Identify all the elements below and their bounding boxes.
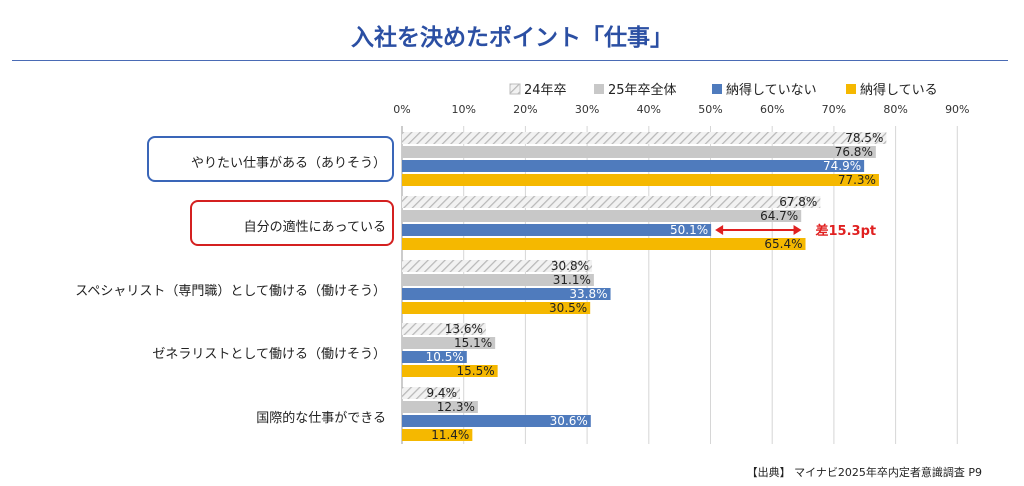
category-label: 自分の適性にあっている bbox=[244, 219, 386, 235]
data-label: 50.1% bbox=[670, 223, 708, 237]
legend-swatch-4 bbox=[846, 84, 856, 94]
bar-2-4 bbox=[402, 337, 496, 349]
legend-swatch-2 bbox=[594, 84, 604, 94]
data-label: 76.8% bbox=[835, 145, 873, 159]
legend-label-3: 納得していない bbox=[726, 82, 817, 98]
data-label: 30.6% bbox=[550, 414, 588, 428]
category-label: ゼネラリストとして働ける（働けそう） bbox=[152, 347, 386, 362]
data-label: 11.4% bbox=[431, 428, 469, 442]
data-label: 77.3% bbox=[838, 173, 876, 187]
x-tick-label: 50% bbox=[698, 103, 722, 116]
bar-3-5 bbox=[402, 415, 591, 427]
category-label: スペシャリスト（専門職）として働ける（働けそう） bbox=[75, 284, 386, 299]
bar-2-5 bbox=[402, 401, 478, 413]
bar-4-5 bbox=[402, 429, 473, 441]
bar-1-1 bbox=[402, 132, 887, 144]
data-label: 15.5% bbox=[457, 364, 495, 378]
category-label: 国際的な仕事ができる bbox=[256, 410, 386, 426]
x-tick-label: 20% bbox=[513, 103, 537, 116]
x-tick-label: 90% bbox=[945, 103, 969, 116]
data-label: 74.9% bbox=[823, 159, 861, 173]
data-label: 10.5% bbox=[426, 350, 464, 364]
gap-arrowhead-right bbox=[793, 225, 802, 235]
x-tick-label: 30% bbox=[575, 103, 599, 116]
bar-3-4 bbox=[402, 351, 467, 363]
gap-arrowhead-left bbox=[715, 225, 724, 235]
bar-4-4 bbox=[402, 365, 498, 377]
data-label: 15.1% bbox=[454, 336, 492, 350]
highlight-box-category-1 bbox=[147, 136, 394, 182]
data-label: 30.5% bbox=[549, 301, 587, 315]
legend-swatch-1 bbox=[509, 83, 521, 95]
data-label: 67.8% bbox=[779, 195, 817, 209]
data-label: 65.4% bbox=[764, 237, 802, 251]
data-label: 13.6% bbox=[445, 322, 483, 336]
data-label: 30.8% bbox=[551, 259, 589, 273]
legend-swatch-3 bbox=[712, 84, 722, 94]
x-tick-label: 70% bbox=[822, 103, 846, 116]
chart-title: 入社を決めたポイント「仕事」 bbox=[351, 25, 673, 51]
x-tick-label: 10% bbox=[451, 103, 475, 116]
x-tick-label: 40% bbox=[637, 103, 661, 116]
bar-1-4 bbox=[402, 323, 486, 335]
x-tick-label: 60% bbox=[760, 103, 784, 116]
title-divider bbox=[12, 60, 1008, 61]
data-label: 31.1% bbox=[553, 273, 591, 287]
bar-3-1 bbox=[402, 160, 865, 172]
data-label: 33.8% bbox=[569, 287, 607, 301]
x-tick-label: 0% bbox=[393, 103, 410, 116]
bar-4-3 bbox=[402, 302, 591, 314]
bar-1-3 bbox=[402, 260, 593, 272]
data-label: 64.7% bbox=[760, 209, 798, 223]
gap-annotation-label: 差15.3pt bbox=[816, 223, 877, 239]
bar-2-1 bbox=[402, 146, 876, 158]
bar-3-2 bbox=[402, 224, 712, 236]
category-label: やりたい仕事がある（ありそう） bbox=[191, 156, 386, 171]
bar-2-3 bbox=[402, 274, 594, 286]
legend-label-1: 24年卒 bbox=[524, 83, 567, 98]
highlight-box-category-2 bbox=[190, 200, 394, 246]
bar-4-2 bbox=[402, 238, 806, 250]
bar-4-1 bbox=[402, 174, 879, 186]
data-label: 9.4% bbox=[426, 386, 457, 400]
x-tick-label: 80% bbox=[883, 103, 907, 116]
legend-label-4: 納得している bbox=[860, 82, 938, 98]
data-label: 78.5% bbox=[845, 131, 883, 145]
data-label: 12.3% bbox=[437, 400, 475, 414]
bar-1-2 bbox=[402, 196, 821, 208]
source-citation: 【出典】 マイナビ2025年卒内定者意識調査 P9 bbox=[746, 466, 982, 479]
legend-label-2: 25年卒全体 bbox=[608, 82, 677, 98]
bar-3-3 bbox=[402, 288, 611, 300]
bar-1-5 bbox=[402, 387, 460, 399]
bar-2-2 bbox=[402, 210, 802, 222]
